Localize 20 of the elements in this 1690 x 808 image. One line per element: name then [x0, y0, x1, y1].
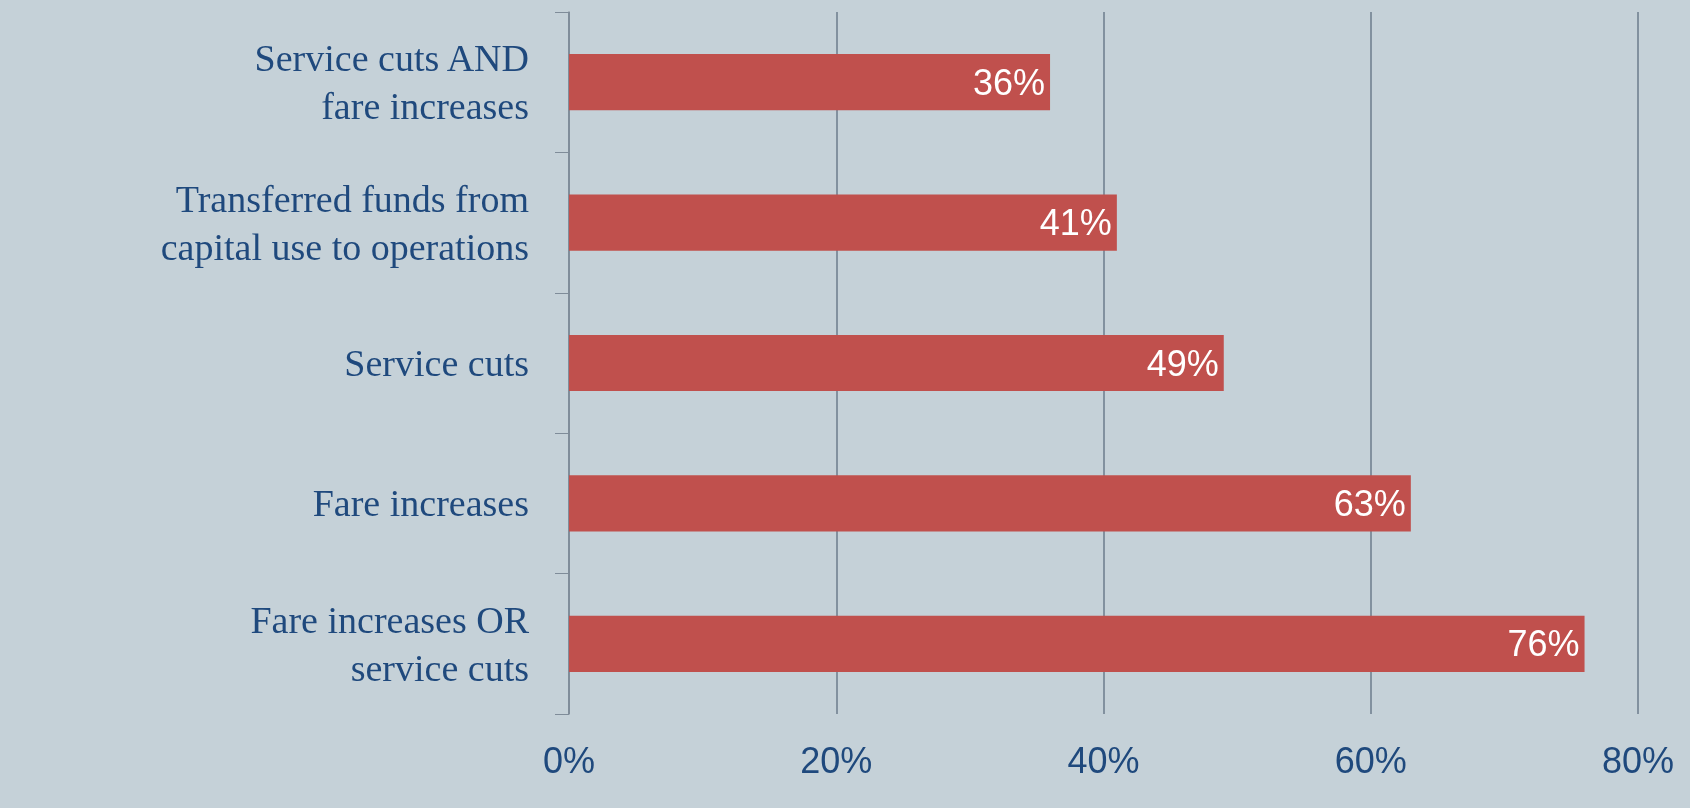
bar — [569, 615, 1585, 672]
y-tick-label: Service cuts — [344, 342, 529, 384]
data-label: 49% — [1146, 342, 1219, 384]
bar — [569, 334, 1224, 392]
x-tick-label: 60% — [1334, 739, 1407, 781]
y-tick-label: Transferred funds from capital use to operations — [160, 177, 529, 268]
x-tick-label: 40% — [1067, 739, 1140, 781]
data-label: 41% — [1039, 202, 1112, 244]
data-label: 76% — [1507, 623, 1580, 665]
y-tick-label: Fare increases OR service cuts — [250, 598, 530, 689]
data-label: 63% — [1333, 482, 1406, 524]
bar — [569, 475, 1411, 532]
data-label: 36% — [972, 61, 1046, 103]
bar — [569, 54, 1051, 111]
y-tick-label: Fare increases — [312, 482, 529, 525]
y-tick-label: Service cuts AND fare increases — [254, 37, 529, 128]
x-tick-label: 80% — [1601, 739, 1675, 781]
bar — [569, 194, 1117, 251]
x-tick-label: 0% — [542, 739, 596, 781]
x-tick-label: 20% — [800, 739, 873, 781]
